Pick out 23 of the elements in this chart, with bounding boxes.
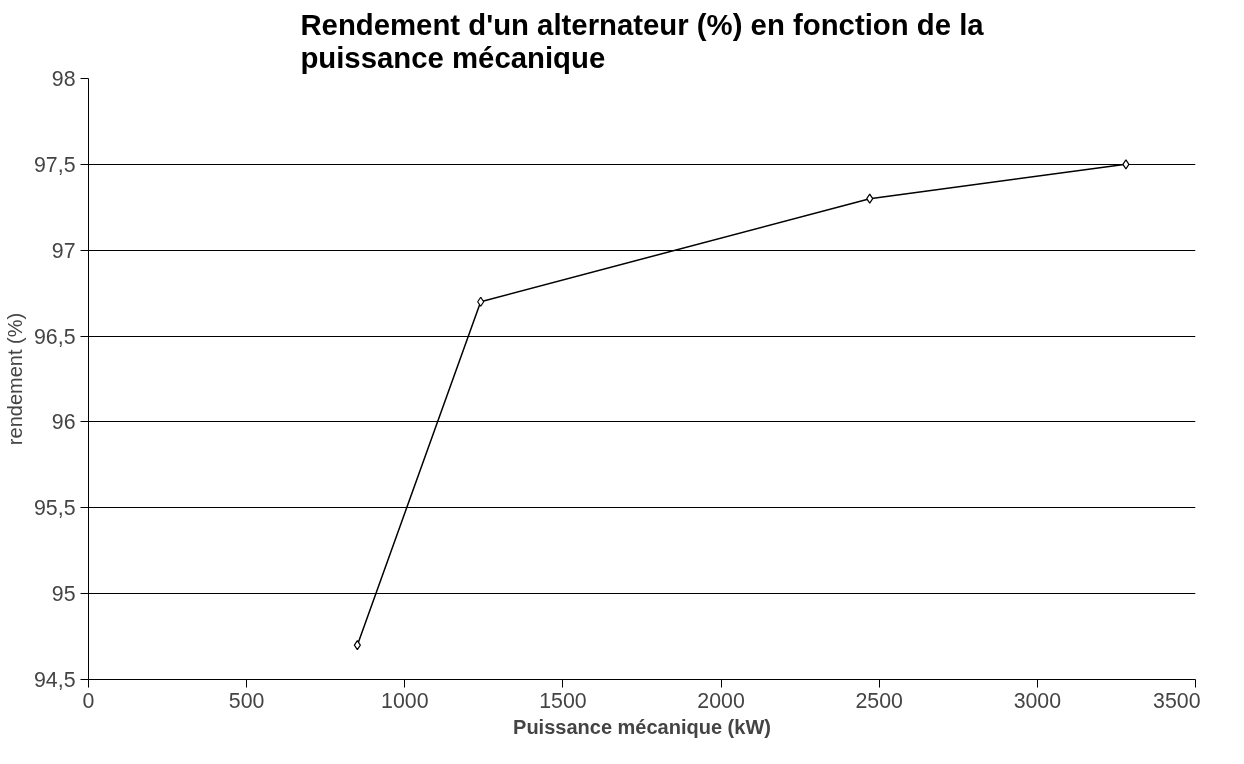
- point: [477, 296, 485, 307]
- chart-title: Rendement d'un alternateur (%) en fonction de la puissance mécanique: [300, 7, 985, 74]
- x-tick-label: 500: [228, 688, 265, 713]
- y-tick-label: 98: [51, 67, 76, 91]
- y-axis-title: rendement (%): [3, 312, 26, 446]
- y-tick-label: 95,5: [33, 496, 76, 521]
- y-tick-label: 95: [51, 582, 76, 607]
- x-axis-title: Puissance mécanique (kW): [513, 715, 771, 738]
- y-tick-label: 96: [51, 410, 76, 435]
- point: [866, 193, 874, 204]
- x-tick-label: 2500: [855, 688, 904, 713]
- x-tick-label: 1000: [381, 688, 429, 713]
- y-tick-label: 97: [51, 238, 76, 263]
- x-tick-label: 3500: [1153, 688, 1201, 713]
- x-tick-label: 2000: [697, 688, 745, 713]
- point: [353, 640, 361, 651]
- y-tick-label: 97,5: [33, 152, 76, 177]
- x-tick-label: 1500: [539, 688, 587, 713]
- x-tick-label: 3000: [1013, 688, 1062, 713]
- y-tick-label: 94,5: [33, 668, 76, 692]
- x-tick-label: 0: [82, 688, 95, 713]
- y-tick-label: 96,5: [33, 324, 76, 349]
- point: [1122, 159, 1130, 170]
